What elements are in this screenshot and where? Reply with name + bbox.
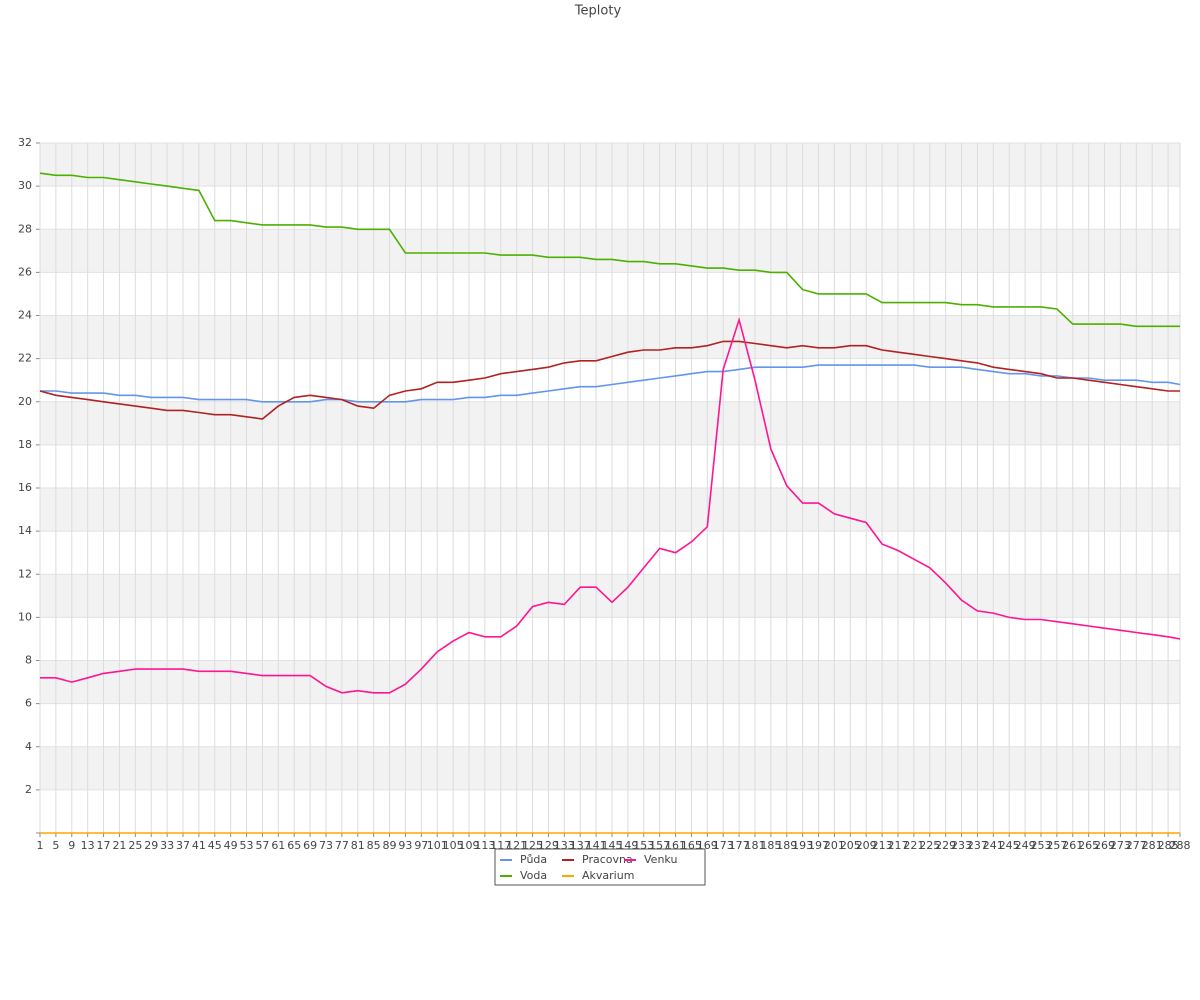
x-tick-label: 13: [81, 839, 95, 852]
x-tick-label: 61: [271, 839, 285, 852]
legend-label: Půda: [520, 853, 547, 866]
x-tick-label: 77: [335, 839, 349, 852]
x-tick-label: 249: [1015, 839, 1036, 852]
y-tick-label: 22: [18, 352, 32, 365]
x-tick-label: 253: [1030, 839, 1051, 852]
x-tick-label: 281: [1142, 839, 1163, 852]
x-tick-label: 285: [1158, 839, 1179, 852]
y-tick-label: 18: [18, 438, 32, 451]
y-tick-label: 6: [25, 697, 32, 710]
x-tick-label: 257: [1046, 839, 1067, 852]
x-tick-label: 177: [729, 839, 750, 852]
legend-label: Voda: [520, 869, 547, 882]
series-line: [40, 364, 1181, 403]
x-tick-label: 265: [1078, 839, 1099, 852]
grid-band: [40, 488, 1180, 532]
grid-band: [40, 229, 1180, 273]
legend-label: Pracovna: [582, 853, 633, 866]
x-tick-label: 101: [427, 839, 448, 852]
x-tick-label: 105: [443, 839, 464, 852]
x-tick-label: 225: [919, 839, 940, 852]
x-tick-label: 49: [224, 839, 238, 852]
legend-label: Venku: [644, 853, 677, 866]
x-tick-label: 205: [840, 839, 861, 852]
x-tick-label: 57: [255, 839, 269, 852]
x-tick-label: 41: [192, 839, 206, 852]
x-tick-label: 45: [208, 839, 222, 852]
x-tick-label: 217: [887, 839, 908, 852]
y-tick-label: 4: [25, 740, 32, 753]
grid-band: [40, 315, 1180, 359]
x-tick-label: 189: [776, 839, 797, 852]
x-tick-label: 181: [744, 839, 765, 852]
y-tick-label: 2: [25, 783, 32, 796]
x-tick-label: 9: [68, 839, 75, 852]
grid-band: [40, 401, 1180, 445]
x-tick-label: 25: [128, 839, 142, 852]
x-tick-label: 81: [351, 839, 365, 852]
y-tick-label: 26: [18, 265, 32, 278]
x-tick-label: 193: [792, 839, 813, 852]
x-tick-label: 21: [112, 839, 126, 852]
x-tick-label: 33: [160, 839, 174, 852]
x-tick-label: 113: [474, 839, 495, 852]
grid-band: [40, 660, 1180, 704]
grid-band: [40, 143, 1180, 187]
series-line: [39, 340, 1180, 420]
y-tick-label: 16: [18, 481, 32, 494]
x-tick-label: 17: [97, 839, 111, 852]
x-tick-label: 1: [37, 839, 44, 852]
series-line: [39, 172, 1180, 328]
y-tick-label: 28: [18, 222, 32, 235]
x-tick-label: 109: [458, 839, 479, 852]
x-tick-label: 173: [713, 839, 734, 852]
x-tick-label: 73: [319, 839, 333, 852]
y-tick-label: 8: [25, 654, 32, 667]
y-tick-label: 20: [18, 395, 32, 408]
y-tick-label: 10: [18, 610, 32, 623]
series-line: [40, 316, 1181, 694]
x-tick-label: 229: [935, 839, 956, 852]
y-tick-label: 24: [18, 309, 32, 322]
x-tick-label: 277: [1126, 839, 1147, 852]
x-tick-label: 37: [176, 839, 190, 852]
x-tick-label: 245: [999, 839, 1020, 852]
x-tick-label: 261: [1062, 839, 1083, 852]
x-tick-label: 85: [367, 839, 381, 852]
legend-label: Akvarium: [582, 869, 634, 882]
y-tick-label: 32: [18, 136, 32, 149]
x-tick-label: 209: [856, 839, 877, 852]
x-tick-label: 185: [760, 839, 781, 852]
x-tick-label: 197: [808, 839, 829, 852]
x-tick-label: 89: [383, 839, 397, 852]
chart-title: Teploty: [574, 4, 622, 19]
x-tick-label: 237: [967, 839, 988, 852]
x-tick-label: 269: [1094, 839, 1115, 852]
legend-box: [494, 848, 706, 886]
y-tick-label: 14: [18, 524, 32, 537]
x-tick-label: 221: [903, 839, 924, 852]
x-tick-label: 93: [398, 839, 412, 852]
x-tick-label: 273: [1110, 839, 1131, 852]
y-tick-label: 30: [18, 179, 32, 192]
x-tick-label: 69: [303, 839, 317, 852]
x-tick-label: 233: [951, 839, 972, 852]
grid-band: [40, 746, 1180, 790]
x-tick-label: 288: [1170, 839, 1191, 852]
grid-band: [40, 574, 1180, 618]
y-tick-label: 12: [18, 567, 32, 580]
x-tick-label: 201: [824, 839, 845, 852]
x-tick-label: 241: [983, 839, 1004, 852]
x-tick-label: 97: [414, 839, 428, 852]
legend: Půda Pracovna Venku Voda Akvarium: [494, 848, 706, 886]
x-tick-label: 29: [144, 839, 158, 852]
x-tick-label: 213: [872, 839, 893, 852]
x-tick-label: 53: [240, 839, 254, 852]
x-tick-label: 5: [52, 839, 59, 852]
x-tick-label: 65: [287, 839, 301, 852]
